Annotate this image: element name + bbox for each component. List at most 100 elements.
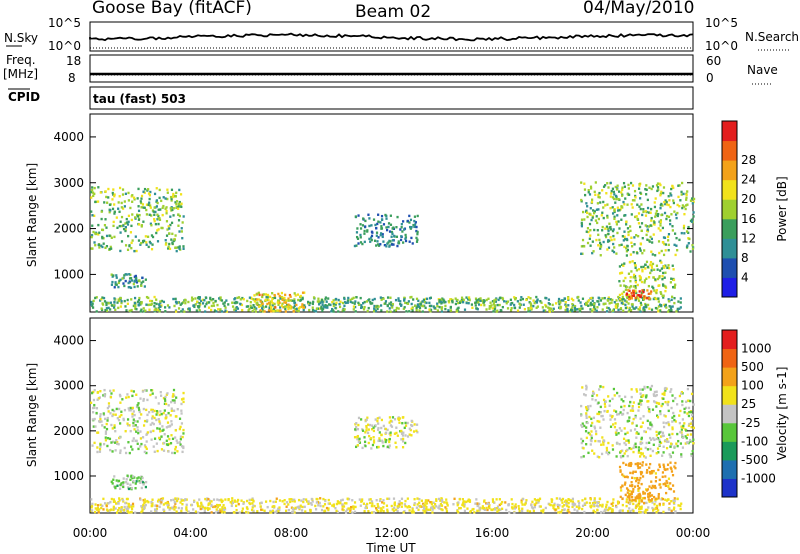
echo-cell [151,392,154,395]
echo-cell [635,215,638,218]
echo-cell [550,307,553,310]
echo-cell [246,507,249,511]
echo-cell [365,418,368,421]
echo-cell [312,296,316,299]
echo-cell [377,439,380,443]
echo-cell [131,439,134,443]
echo-cell [106,201,109,204]
echo-cell [635,269,638,272]
echo-cell [460,298,464,302]
echo-cell [356,227,359,230]
echo-cell [368,217,371,220]
echo-cell [613,409,616,412]
echo-cell [685,245,689,249]
echo-cell [219,308,222,311]
echo-cell [675,310,678,313]
echo-cell [363,300,366,304]
echo-cell [152,429,155,433]
echo-cell [650,469,654,473]
echo-cell [654,197,657,200]
echo-cell [159,300,162,303]
echo-cell [109,500,112,504]
echo-cell [518,302,521,305]
echo-cell [214,505,217,508]
echo-cell [140,194,144,198]
echo-cell [137,187,140,191]
echo-cell [388,421,391,424]
echo-cell [114,507,117,510]
echo-cell [411,306,414,309]
echo-cell [664,305,667,308]
echo-cell [537,499,541,502]
echo-cell [611,309,615,312]
echo-cell [155,418,158,422]
echo-cell [669,222,672,226]
echo-cell [648,500,651,503]
echo-cell [615,223,619,226]
echo-cell [649,462,652,466]
echo-cell [155,302,158,306]
echo-cell [180,412,183,415]
echo-cell [491,498,495,501]
echo-cell [598,497,601,500]
echo-cell [311,302,314,306]
echo-cell [227,498,230,502]
echo-cell [138,410,141,414]
echo-cell [390,230,394,234]
echo-cell [662,425,666,429]
echo-cell [657,432,660,435]
echo-cell [365,504,368,507]
echo-cell [605,310,609,313]
echo-cell [153,218,156,221]
echo-cell [636,464,639,467]
echo-cell [537,501,540,504]
echo-cell [637,489,640,492]
echo-cell [621,298,624,301]
echo-cell [655,264,659,267]
echo-cell [261,310,265,313]
echo-cell [160,299,164,303]
echo-cell [655,430,658,434]
echo-cell [264,500,268,503]
echo-cell [495,507,498,510]
echo-cell [627,230,630,234]
echo-cell [689,250,692,253]
echo-cell [635,432,638,435]
echo-cell [637,446,640,449]
echo-cell [127,487,131,491]
echo-cell [104,417,107,421]
echo-cell [629,253,632,256]
echo-cell [322,307,325,310]
echo-cell [645,441,648,445]
echo-cell [518,306,521,309]
echo-cell [120,201,123,205]
echo-cell [675,442,678,445]
echo-cell [287,303,290,306]
echo-cell [642,415,645,418]
echo-cell [652,393,655,396]
echo-cell [124,273,127,276]
echo-cell [615,197,618,201]
echo-cell [357,423,360,427]
echo-cell [673,506,676,509]
echo-cell [424,504,427,507]
echo-cell [317,300,320,303]
echo-cell [638,205,641,208]
echo-cell [637,451,640,454]
echo-cell [658,275,661,278]
echo-cell [396,506,399,510]
echo-cell [332,505,335,508]
echo-cell [429,508,432,511]
echo-cell [669,219,672,222]
echo-cell [386,428,389,432]
echo-cell [158,218,162,221]
echo-cell [567,298,570,301]
echo-cell [492,310,495,313]
echo-cell [97,397,100,400]
echo-cell [527,307,530,310]
echo-cell [585,384,588,388]
echo-cell [651,408,655,411]
echo-cell [158,436,161,440]
echo-cell [377,236,380,239]
echo-cell [94,200,97,204]
